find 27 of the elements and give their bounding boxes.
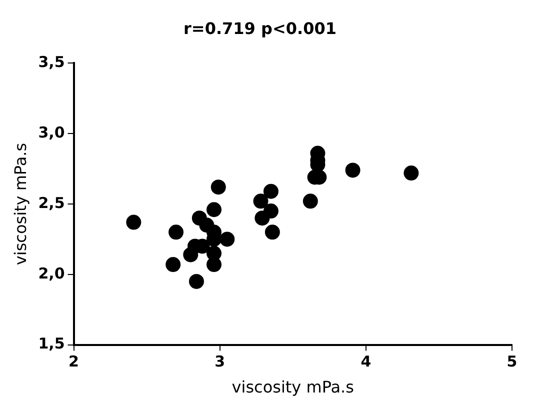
point xyxy=(220,232,235,247)
point xyxy=(206,257,222,272)
y-axis-title: viscosity mPa.s xyxy=(10,142,30,266)
point xyxy=(253,194,268,209)
point xyxy=(168,224,184,240)
y-tick-label: 3,0 xyxy=(38,123,65,142)
point xyxy=(166,257,181,272)
x-tick-label: 5 xyxy=(506,352,518,371)
y-tick-label: 2,5 xyxy=(38,194,65,212)
point xyxy=(263,204,278,219)
point xyxy=(302,194,318,209)
point xyxy=(263,184,278,199)
chart-title: r=0.719 p<0.001 xyxy=(184,18,336,38)
point xyxy=(404,166,419,181)
point xyxy=(126,214,142,230)
point xyxy=(210,180,226,195)
point xyxy=(188,274,204,289)
x-tick-label: 2 xyxy=(68,352,79,371)
y-tick-label: 2,0 xyxy=(38,264,65,282)
x-axis-title: viscosity mPa.s xyxy=(232,378,354,397)
x-tick-label: 4 xyxy=(360,352,372,371)
point xyxy=(264,224,280,240)
x-tick-label: 3 xyxy=(214,352,226,371)
point xyxy=(206,202,222,218)
point xyxy=(345,162,360,178)
y-tick-label: 1,5 xyxy=(38,334,65,353)
y-tick-label: 3,5 xyxy=(38,53,65,72)
